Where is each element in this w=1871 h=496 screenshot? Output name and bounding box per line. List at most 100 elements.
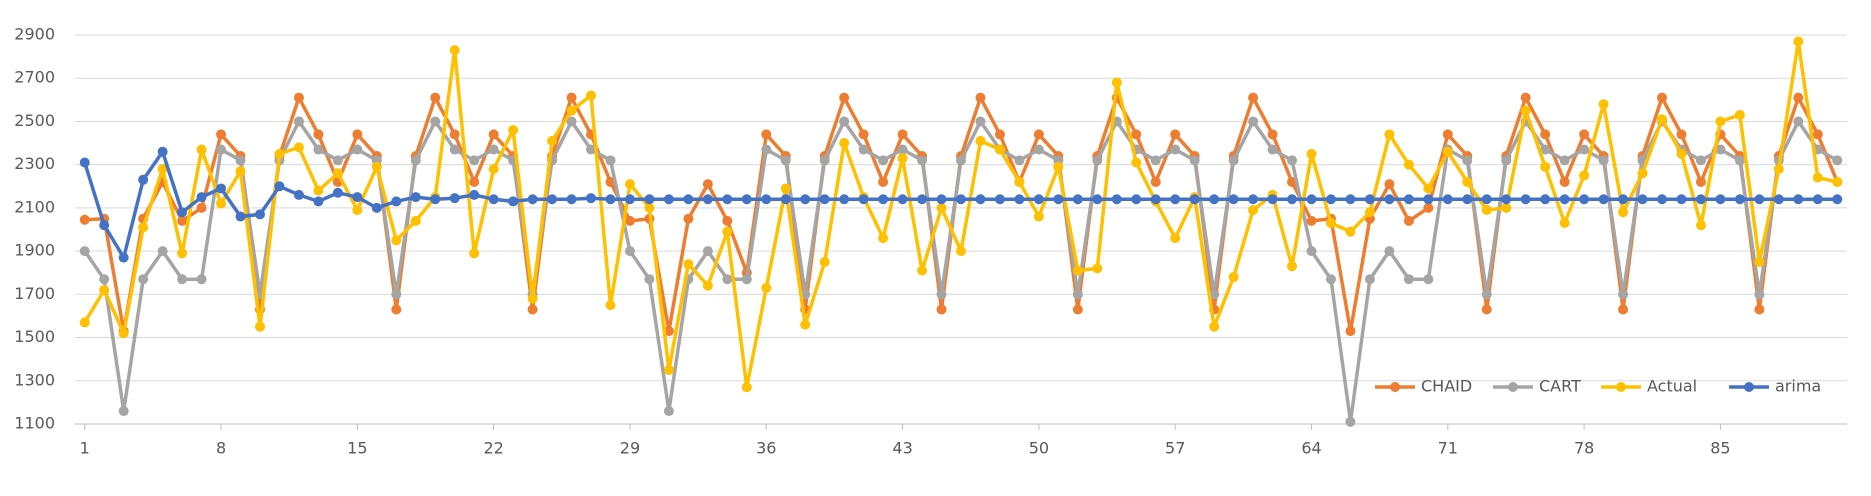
- point: [449, 193, 460, 204]
- point: [566, 92, 577, 103]
- point: [761, 129, 772, 140]
- point: [1364, 194, 1375, 205]
- point: [1325, 218, 1336, 229]
- point: [897, 153, 908, 164]
- point: [371, 202, 382, 213]
- point: [1384, 246, 1395, 257]
- point: [800, 319, 811, 330]
- point: [702, 280, 713, 291]
- point: [1092, 194, 1103, 205]
- point: [1053, 161, 1064, 172]
- point: [1423, 183, 1434, 194]
- point: [547, 194, 558, 205]
- point: [1793, 116, 1804, 127]
- point: [1267, 194, 1278, 205]
- point: [1209, 321, 1220, 332]
- point: [1715, 194, 1726, 205]
- point: [1228, 155, 1239, 166]
- point: [975, 116, 986, 127]
- point: [780, 194, 791, 205]
- point: [391, 304, 402, 315]
- series-line: [84, 95, 1839, 333]
- x-tick-label: 36: [756, 439, 776, 458]
- y-tick-label: 2700: [14, 68, 55, 87]
- point: [1637, 194, 1648, 205]
- point: [722, 215, 733, 226]
- point: [410, 215, 421, 226]
- point: [1773, 194, 1784, 205]
- point: [1559, 194, 1570, 205]
- point: [839, 194, 850, 205]
- point: [566, 116, 577, 127]
- point: [1014, 155, 1025, 166]
- point: [1734, 109, 1745, 120]
- point: [1345, 226, 1356, 237]
- point: [741, 194, 752, 205]
- point: [663, 406, 674, 417]
- point: [1540, 161, 1551, 172]
- point: [1248, 205, 1259, 216]
- point: [780, 155, 791, 166]
- point: [1150, 155, 1161, 166]
- point: [1832, 194, 1843, 205]
- legend-marker: [1616, 382, 1626, 392]
- point: [1384, 179, 1395, 190]
- point: [352, 129, 363, 140]
- point: [1306, 215, 1317, 226]
- point: [722, 194, 733, 205]
- point: [878, 176, 889, 187]
- legend-label: CART: [1539, 377, 1581, 396]
- point: [1072, 304, 1083, 315]
- point: [313, 129, 324, 140]
- point: [1131, 157, 1142, 168]
- point: [235, 211, 246, 222]
- point: [1481, 205, 1492, 216]
- point: [1209, 289, 1220, 300]
- point: [1462, 194, 1473, 205]
- legend-marker: [1744, 382, 1754, 392]
- point: [1540, 194, 1551, 205]
- point: [1657, 194, 1668, 205]
- x-tick-label: 29: [620, 439, 640, 458]
- series-line: [83, 39, 1838, 390]
- point: [352, 192, 363, 203]
- point: [1014, 194, 1025, 205]
- x-tick-label: 15: [347, 439, 367, 458]
- point: [702, 246, 713, 257]
- point: [936, 289, 947, 300]
- point: [1287, 261, 1298, 272]
- point: [1481, 304, 1492, 315]
- point: [1442, 146, 1453, 157]
- point: [1072, 289, 1083, 300]
- x-tick-label: 1: [80, 439, 90, 458]
- point: [254, 209, 265, 220]
- point: [1209, 194, 1220, 205]
- point: [586, 193, 597, 204]
- point: [79, 157, 90, 168]
- point: [1267, 144, 1278, 155]
- point: [293, 92, 304, 103]
- point: [1325, 194, 1336, 205]
- point: [1734, 194, 1745, 205]
- point: [410, 155, 421, 166]
- point: [917, 194, 928, 205]
- legend-label: CHAID: [1421, 377, 1472, 396]
- point: [1754, 289, 1765, 300]
- point: [1540, 129, 1551, 140]
- point: [196, 144, 207, 155]
- point: [1559, 155, 1570, 166]
- point: [1403, 274, 1414, 285]
- point: [683, 259, 694, 270]
- point: [858, 144, 869, 155]
- point: [936, 194, 947, 205]
- point: [430, 194, 441, 205]
- point: [1092, 155, 1103, 166]
- point: [332, 168, 343, 179]
- point: [1170, 233, 1181, 244]
- point: [644, 274, 655, 285]
- point: [1754, 256, 1765, 267]
- point: [975, 194, 986, 205]
- point: [1014, 176, 1025, 187]
- point: [1676, 148, 1687, 159]
- point: [936, 304, 947, 315]
